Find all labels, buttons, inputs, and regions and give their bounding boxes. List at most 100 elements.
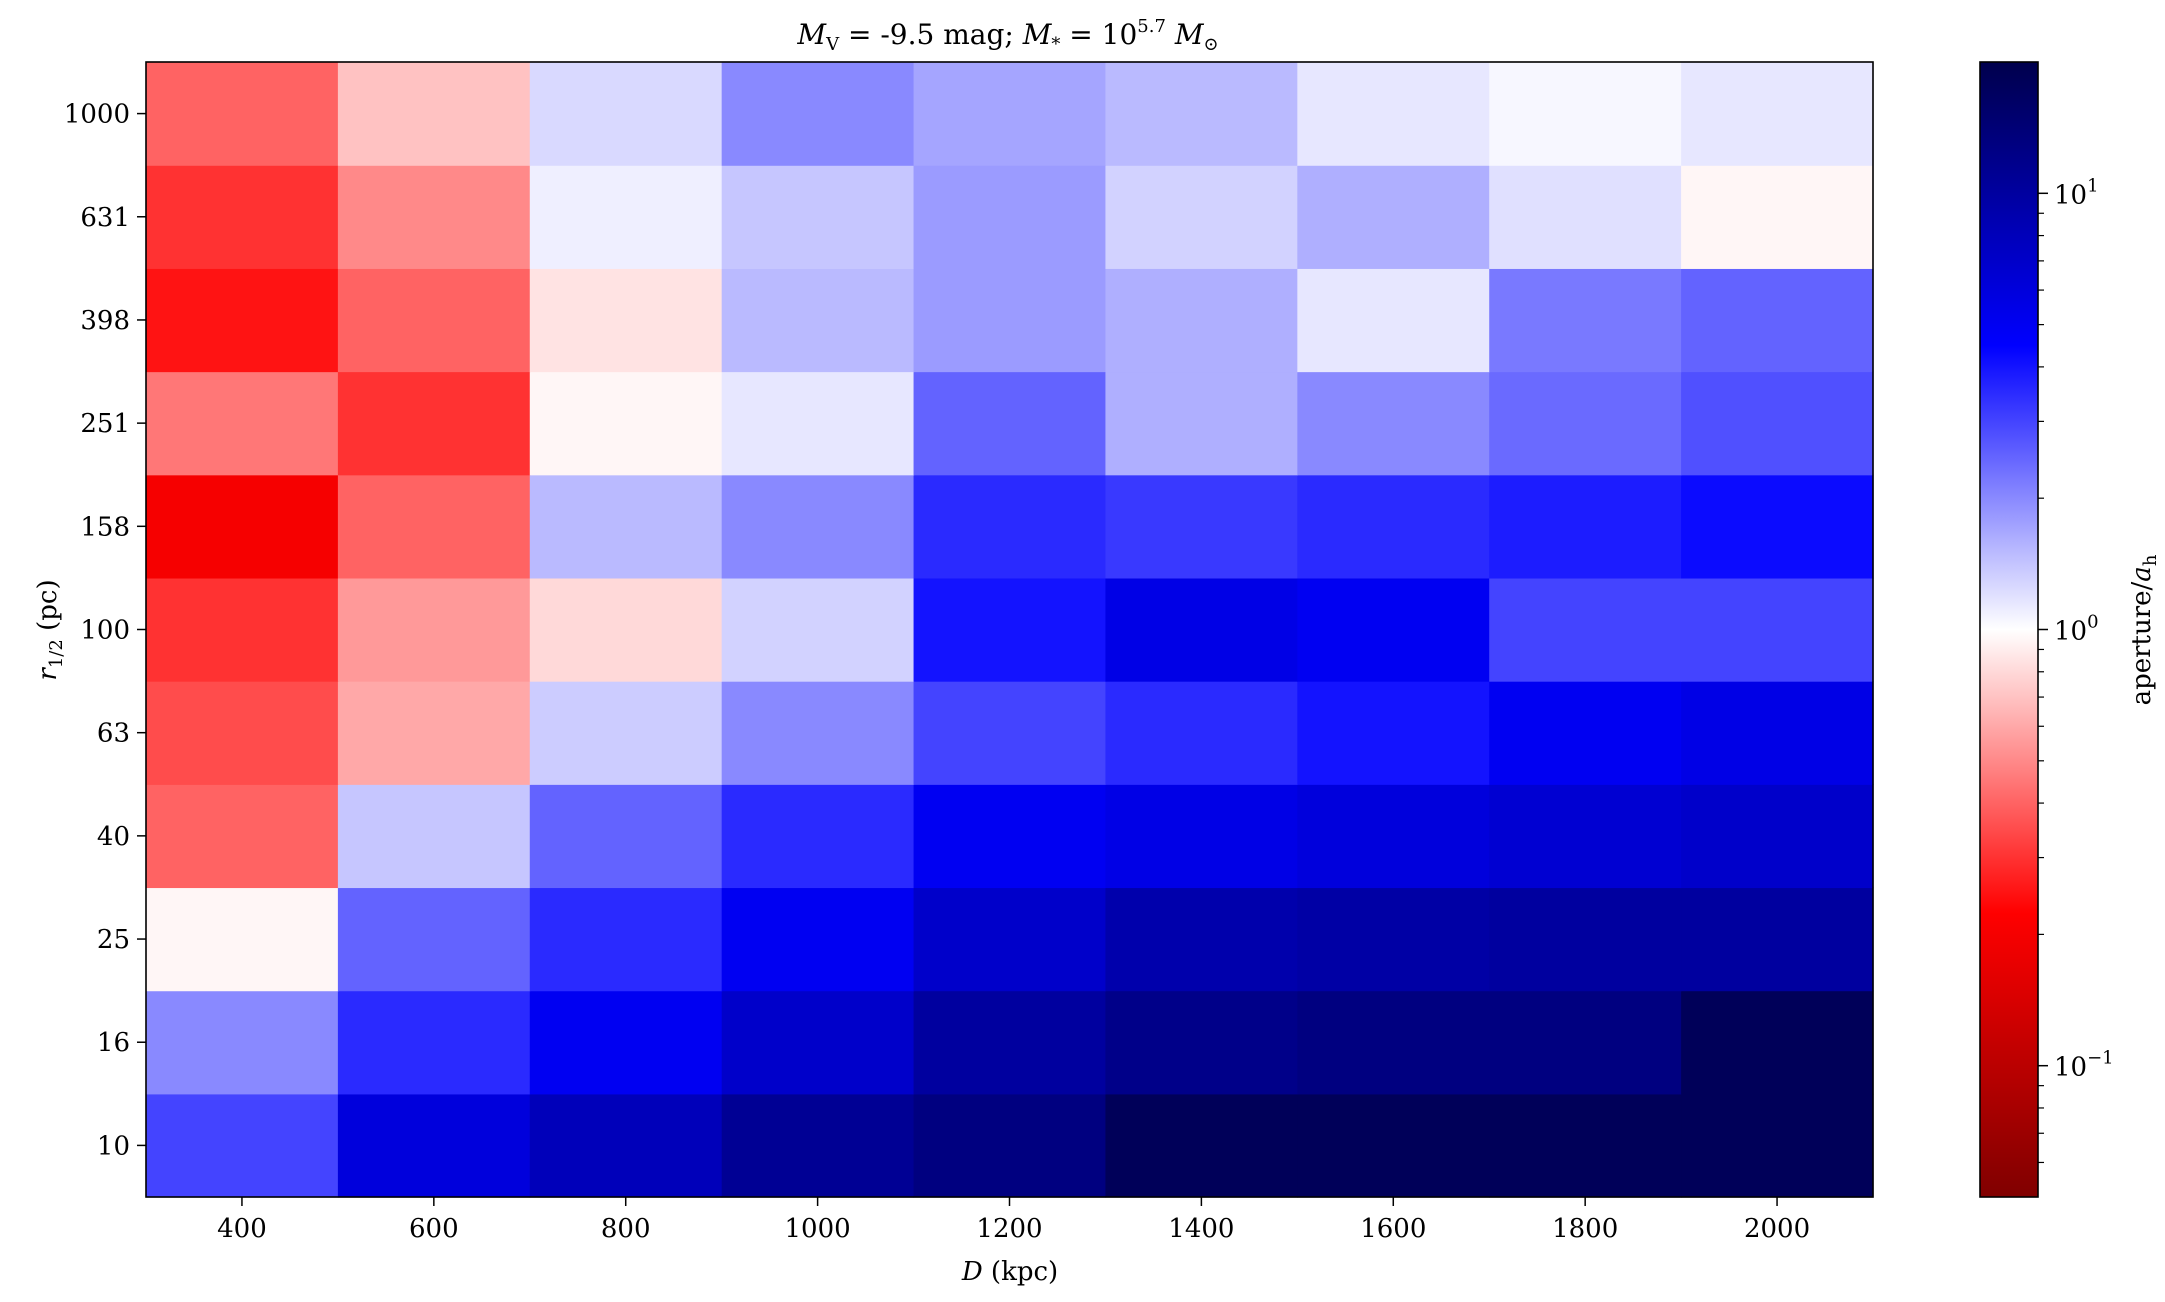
y-tick-label: 10 — [97, 1131, 130, 1161]
x-tick-label: 1600 — [1360, 1214, 1426, 1244]
heatmap-cell — [1681, 577, 1874, 682]
y-tick-label: 398 — [80, 306, 130, 336]
heatmap-cell — [146, 165, 339, 269]
title-mstar-equals: = 10 — [1060, 18, 1137, 51]
heatmap-cell — [337, 577, 531, 682]
heatmap-cell — [529, 1093, 723, 1198]
heatmap-cell — [1489, 1093, 1682, 1198]
y-tick-label: 631 — [80, 203, 130, 233]
heatmap-cell — [1681, 62, 1874, 166]
heatmap-cell — [1297, 577, 1490, 682]
x-tick-label: 800 — [601, 1214, 651, 1244]
heatmap-cell — [1297, 371, 1490, 476]
heatmap-cell — [146, 990, 339, 1095]
heatmap-cell — [1681, 268, 1874, 373]
heatmap-cell — [1105, 681, 1298, 785]
heatmap-cell — [146, 681, 339, 785]
heatmap-cell — [1489, 784, 1682, 889]
heatmap-cell — [721, 165, 915, 269]
y-tick-label: 158 — [80, 512, 130, 542]
heatmap-cell — [529, 268, 723, 373]
heatmap-cell — [529, 474, 723, 579]
heatmap-cell — [1681, 887, 1874, 992]
heatmap-cell — [529, 371, 723, 476]
heatmap-cell — [146, 474, 339, 579]
heatmap-cell — [1489, 577, 1682, 682]
y-axis-label-unit: (pc) — [33, 579, 63, 639]
heatmap-cell — [337, 371, 531, 476]
heatmap-cell — [721, 62, 915, 166]
x-tick-label: 600 — [409, 1214, 459, 1244]
heatmap-cell — [1297, 990, 1490, 1095]
heatmap-cell — [337, 474, 531, 579]
heatmap-cell — [1297, 681, 1490, 785]
heatmap-cell — [337, 887, 531, 992]
heatmap-cell — [1681, 165, 1874, 269]
heatmap-cell — [1105, 1093, 1298, 1198]
heatmap-cell — [1105, 268, 1298, 373]
heatmap-cell — [1105, 784, 1298, 889]
colorbar-tick-label: 100 — [2054, 612, 2099, 647]
title-mv-symbol: M — [796, 18, 827, 51]
x-tick-label: 1800 — [1552, 1214, 1618, 1244]
colorbar-label-subscript: h — [2140, 554, 2161, 566]
y-axis-label: r1/2 (pc) — [33, 579, 67, 680]
heatmap-cell — [1489, 681, 1682, 785]
y-axis-label-subscript: 1/2 — [46, 639, 67, 668]
colorbar-label-text: aperture/ — [2127, 581, 2157, 705]
title-sun-symbol: M — [1174, 18, 1205, 51]
heatmap-cell — [1489, 990, 1682, 1095]
heatmap-cells — [146, 62, 1874, 1198]
heatmap-cell — [1297, 784, 1490, 889]
heatmap-cell — [913, 371, 1107, 476]
heatmap-cell — [721, 474, 915, 579]
heatmap-cell — [1489, 62, 1682, 166]
heatmap-cell — [721, 990, 915, 1095]
heatmap-cell — [913, 62, 1107, 166]
heatmap-cell — [1681, 681, 1874, 785]
title-mstar-exponent: 5.7 — [1137, 16, 1166, 37]
heatmap-cell — [146, 887, 339, 992]
y-tick-label: 251 — [80, 409, 130, 439]
title-mstar-symbol: M — [1022, 18, 1053, 51]
heatmap-cell — [721, 681, 915, 785]
heatmap-cell — [1489, 887, 1682, 992]
colorbar-tick-label: 10−1 — [2054, 1048, 2114, 1083]
heatmap-cell — [529, 165, 723, 269]
heatmap-cell — [1489, 165, 1682, 269]
y-tick-label: 63 — [97, 719, 130, 749]
heatmap-cell — [913, 784, 1107, 889]
x-axis-label-unit: (kpc) — [983, 1257, 1059, 1287]
y-tick-label: 1000 — [64, 100, 130, 130]
heatmap-cell — [1297, 62, 1490, 166]
heatmap-cell — [913, 990, 1107, 1095]
heatmap-cell — [1105, 62, 1298, 166]
chart-title: MV = -9.5 mag; M* = 105.7 M⊙ — [796, 16, 1218, 55]
title-sun-subscript: ⊙ — [1204, 34, 1219, 55]
heatmap-cell — [146, 371, 339, 476]
y-tick-label: 16 — [97, 1028, 130, 1058]
heatmap-cell — [721, 268, 915, 373]
heatmap-cell — [337, 1093, 531, 1198]
heatmap-cell — [1105, 990, 1298, 1095]
heatmap-cell — [146, 784, 339, 889]
heatmap-cell — [913, 165, 1107, 269]
heatmap-cell — [146, 62, 339, 166]
heatmap-cell — [721, 1093, 915, 1198]
heatmap-cell — [1681, 1093, 1874, 1198]
heatmap-cell — [913, 887, 1107, 992]
y-tick-label: 40 — [97, 822, 130, 852]
heatmap-cell — [146, 577, 339, 682]
heatmap-cell — [1489, 474, 1682, 579]
heatmap-cell — [1105, 577, 1298, 682]
heatmap-cell — [1489, 268, 1682, 373]
colorbar-tick-label: 101 — [2054, 175, 2099, 210]
x-tick-label: 1200 — [976, 1214, 1042, 1244]
y-tick-label: 100 — [80, 616, 130, 646]
colorbar — [1979, 61, 2039, 1198]
heatmap-cell — [721, 887, 915, 992]
heatmap-cell — [1105, 474, 1298, 579]
heatmap-cell — [913, 577, 1107, 682]
heatmap-cell — [913, 681, 1107, 785]
heatmap-cell — [1105, 371, 1298, 476]
